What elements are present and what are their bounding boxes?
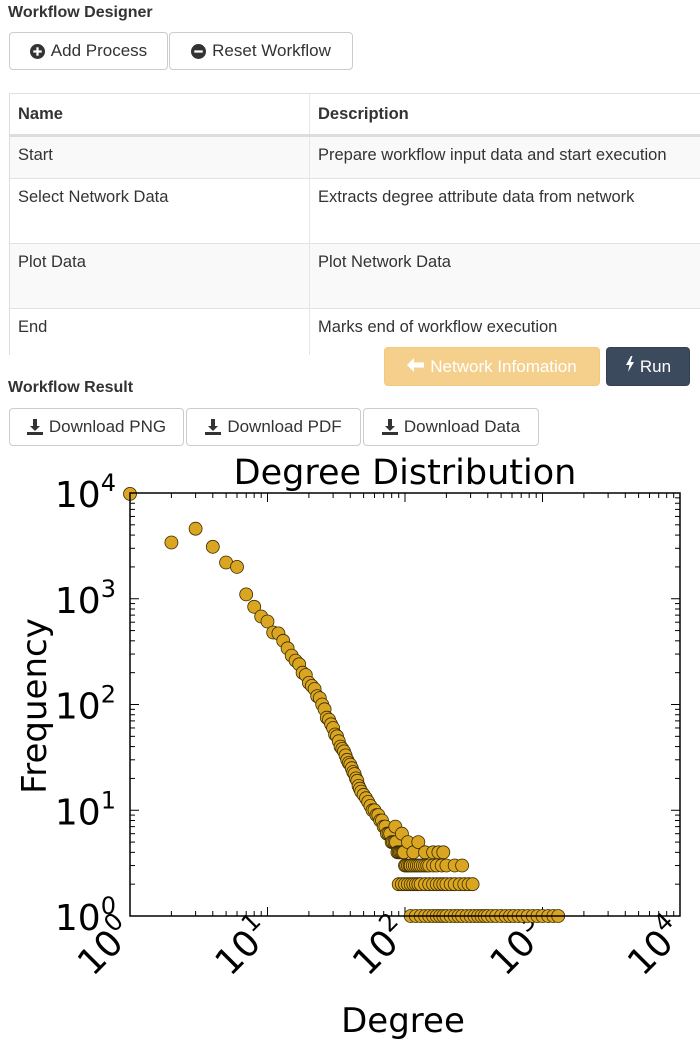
degree-distribution-chart: Degree Distribution Frequency Degree 100…: [15, 453, 692, 1041]
plus-circle-icon: [29, 43, 45, 59]
x-tick-label: 101: [203, 907, 279, 983]
data-point: [411, 835, 426, 850]
reset-workflow-label: Reset Workflow: [212, 41, 331, 60]
cell-name: Select Network Data: [9, 178, 310, 244]
y-tick-label: 103: [55, 575, 116, 622]
download-icon: [205, 419, 222, 435]
chart-title: Degree Distribution: [234, 453, 577, 493]
download-png-button[interactable]: Download PNG: [9, 408, 184, 446]
y-tick-label: 101: [55, 786, 116, 833]
x-axis-label: Degree: [341, 1001, 465, 1041]
download-pdf-button[interactable]: Download PDF: [186, 408, 361, 446]
data-point: [188, 521, 203, 536]
cell-name: End: [9, 308, 310, 355]
x-tick-label: 104: [616, 907, 692, 983]
download-data-button[interactable]: Download Data: [363, 408, 539, 446]
table-header-row: Name Description: [9, 93, 700, 137]
download-data-label: Download Data: [403, 417, 521, 436]
data-point: [260, 614, 275, 629]
result-title: Workflow Result: [8, 379, 134, 396]
y-tick-label: 100: [55, 892, 116, 939]
run-label: Run: [639, 356, 672, 376]
download-icon: [381, 419, 398, 435]
cell-description: Extracts degree attribute data from netw…: [309, 178, 700, 244]
download-icon: [26, 419, 43, 435]
table-row[interactable]: Plot Data Plot Network Data: [9, 243, 700, 309]
minus-circle-icon: [191, 43, 207, 59]
cell-description: Prepare workflow input data and start ex…: [309, 135, 700, 179]
data-point: [239, 587, 254, 602]
y-axis-label: Frequency: [15, 618, 55, 794]
table-row[interactable]: Select Network Data Extracts degree attr…: [9, 178, 700, 244]
data-point: [436, 845, 451, 860]
add-process-label: Add Process: [50, 41, 148, 60]
cell-name: Plot Data: [9, 243, 310, 309]
plot-frame: [129, 492, 681, 917]
y-tick-label: 104: [55, 469, 116, 516]
network-information-button[interactable]: Network Infomation: [384, 347, 600, 386]
data-point: [205, 539, 220, 554]
download-pdf-label: Download PDF: [227, 417, 342, 436]
y-tick-label: 102: [55, 681, 116, 728]
add-process-button[interactable]: Add Process: [9, 32, 168, 70]
data-point: [455, 858, 470, 873]
arrow-left-icon: [407, 357, 425, 377]
bolt-icon: [625, 356, 635, 377]
run-button[interactable]: Run: [606, 347, 690, 386]
data-point: [247, 599, 262, 614]
process-table: Name Description Start Prepare workflow …: [9, 93, 700, 355]
data-point: [465, 877, 480, 892]
column-header-description: Description: [309, 93, 700, 137]
download-png-label: Download PNG: [48, 417, 167, 436]
column-header-name: Name: [9, 93, 310, 137]
data-point: [164, 535, 179, 550]
cell-description: Plot Network Data: [309, 243, 700, 309]
data-point: [230, 560, 244, 574]
network-information-label: Network Infomation: [430, 356, 577, 376]
cell-name: Start: [9, 135, 310, 179]
table-row[interactable]: Start Prepare workflow input data and st…: [9, 135, 700, 179]
reset-workflow-button[interactable]: Reset Workflow: [169, 32, 353, 70]
designer-title: Workflow Designer: [8, 4, 153, 21]
